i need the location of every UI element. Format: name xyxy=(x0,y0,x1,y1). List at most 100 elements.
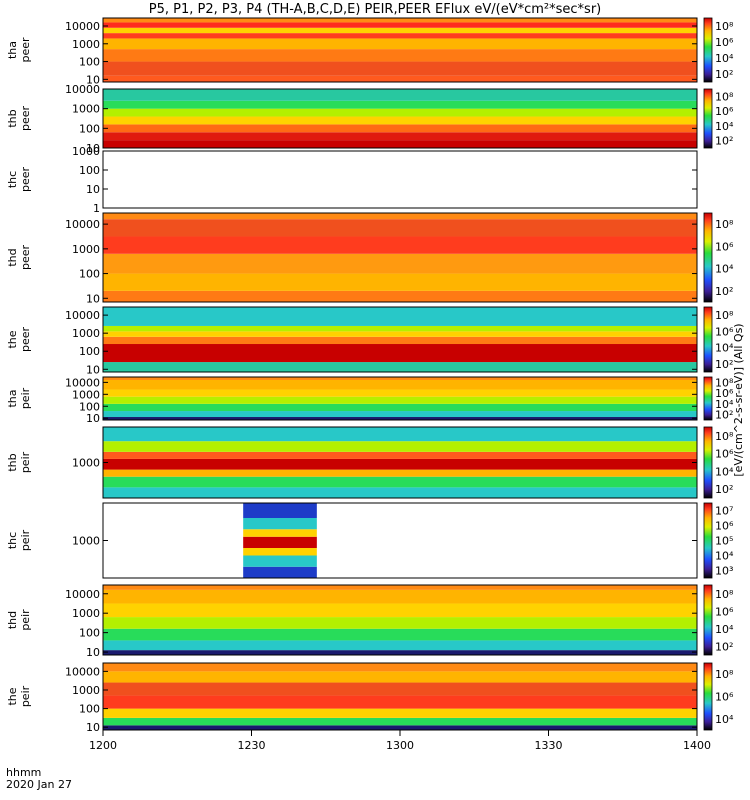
energy-band xyxy=(103,38,697,50)
colorbar-tick-label: 10⁴ xyxy=(715,342,734,355)
panel-frame xyxy=(102,584,698,656)
energy-band xyxy=(103,403,697,412)
colorbar-tick-label: 10² xyxy=(715,409,733,422)
energy-band xyxy=(103,411,697,418)
panel-tha-peer: 10000 1000 100 10 tha peer 10⁸ 10⁶ 10⁴ 10² xyxy=(6,17,734,86)
colorbar-tick-label: 10⁸ xyxy=(715,20,734,33)
y-tick-label: 10 xyxy=(86,412,100,425)
colorbar-tick-label: 10⁴ xyxy=(715,263,734,276)
colorbar-tick-label: 10⁸ xyxy=(715,588,734,601)
energy-band xyxy=(103,236,697,254)
y-tick-label: 10 xyxy=(86,183,100,196)
panel-label-probe: thb xyxy=(6,109,19,127)
energy-band xyxy=(103,344,697,363)
y-tick-label: 100 xyxy=(79,56,100,69)
panel-bg xyxy=(103,503,697,578)
y-tick-label: 10000 xyxy=(65,309,100,322)
colorbar-tick-label: 10⁸ xyxy=(715,218,734,231)
energy-band xyxy=(103,273,697,291)
panel-the-peer: 10000 1000 100 10 the peer 10⁸ 10⁶ 10⁴ 10² xyxy=(6,306,734,376)
energy-band xyxy=(103,389,697,397)
energy-band xyxy=(103,140,697,148)
y-tick-label: 1000 xyxy=(72,38,100,51)
x-tick-label: 1230 xyxy=(238,739,266,752)
energy-band xyxy=(103,100,697,109)
y-tick-label: 1000 xyxy=(72,535,100,548)
y-tick-label: 10 xyxy=(86,721,100,734)
panel-label-instrument: peer xyxy=(19,167,32,193)
energy-band xyxy=(103,441,697,452)
panel-label-instrument: peer xyxy=(19,106,32,132)
colorbar-tick-label: 10⁸ xyxy=(715,90,734,103)
panel-label-probe: thd xyxy=(6,611,19,629)
y-tick-label: 100 xyxy=(79,268,100,281)
energy-band xyxy=(103,487,697,498)
y-tick-label: 1000 xyxy=(72,243,100,256)
x-tick-label: 1400 xyxy=(683,739,711,752)
colorbar-tick-label: 10² xyxy=(715,358,733,371)
energy-band xyxy=(103,362,697,372)
energy-band xyxy=(243,518,317,530)
colorbar-tick-label: 10⁶ xyxy=(715,605,734,618)
energy-band xyxy=(103,377,697,380)
energy-band xyxy=(103,22,697,28)
panel-label-probe: thc xyxy=(6,532,19,549)
panel-label-probe: tha xyxy=(6,389,19,407)
panel-label-instrument: peir xyxy=(19,529,32,551)
energy-band xyxy=(103,589,697,604)
time-format-label: hhmm xyxy=(6,766,42,779)
colorbar-tick-label: 10⁴ xyxy=(715,398,734,411)
panel-label-instrument: peir xyxy=(19,609,32,631)
energy-band xyxy=(103,717,697,726)
y-tick-label: 100 xyxy=(79,345,100,358)
colorbar-unit-caption: [eV/(cm^2-s-sr-eV)] (All Qs) xyxy=(732,323,745,476)
colorbar-tick-label: 10⁴ xyxy=(715,713,734,726)
energy-band xyxy=(243,566,317,578)
y-tick-label: 1000 xyxy=(72,327,100,340)
panel-thc-peer: 1000 100 10 1 thc peer xyxy=(6,145,698,215)
colorbar xyxy=(703,88,713,149)
colorbar-tick-label: 10⁴ xyxy=(715,465,734,478)
colorbar-tick-label: 10⁴ xyxy=(715,120,734,133)
y-tick-label: 10 xyxy=(86,363,100,376)
panel-label-instrument: peir xyxy=(19,451,32,473)
energy-band xyxy=(103,89,697,101)
panel-label-instrument: peer xyxy=(19,37,32,63)
energy-band xyxy=(103,124,697,133)
y-tick-label: 1000 xyxy=(72,388,100,401)
x-tick-label: 1200 xyxy=(89,739,117,752)
energy-band xyxy=(103,617,697,629)
colorbar xyxy=(703,212,713,303)
colorbar xyxy=(703,306,713,373)
energy-band xyxy=(103,49,697,62)
colorbar-tick-label: 10³ xyxy=(715,565,733,578)
y-tick-label: 1000 xyxy=(72,607,100,620)
y-tick-label: 1000 xyxy=(72,684,100,697)
colorbar-tick-label: 10⁶ xyxy=(715,105,734,118)
energy-band xyxy=(103,695,697,709)
energy-band xyxy=(103,336,697,345)
energy-band xyxy=(243,536,317,548)
panel-frame xyxy=(102,376,698,421)
colorbar-tick-label: 10⁸ xyxy=(715,668,734,681)
energy-band xyxy=(103,290,697,302)
energy-band xyxy=(103,61,697,76)
energy-band xyxy=(103,396,697,404)
energy-band xyxy=(103,116,697,125)
panel-frame xyxy=(102,150,698,209)
energy-band xyxy=(103,27,697,34)
colorbar xyxy=(703,584,713,656)
energy-band xyxy=(243,529,317,537)
energy-band xyxy=(103,585,697,590)
panel-label-probe: thc xyxy=(6,171,19,188)
y-tick-label: 10 xyxy=(86,646,100,659)
panel-frame xyxy=(102,212,698,303)
panel-label-instrument: peer xyxy=(19,245,32,271)
y-tick-label: 100 xyxy=(79,703,100,716)
colorbar-tick-label: 10⁶ xyxy=(715,36,734,49)
panel-frame xyxy=(102,17,698,83)
colorbar-tick-label: 10² xyxy=(715,640,733,653)
energy-band xyxy=(103,417,697,420)
